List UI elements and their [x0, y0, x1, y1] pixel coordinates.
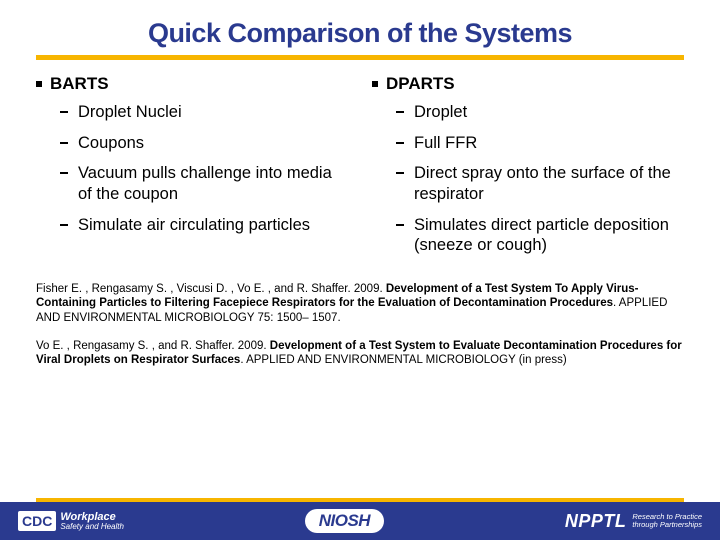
npptl-logo: NPPTL Research to Practice through Partn… [565, 511, 702, 532]
right-item-3: Simulates direct particle deposition (sn… [414, 215, 684, 256]
right-head: DPARTS [372, 74, 684, 94]
right-head-label: DPARTS [386, 74, 455, 94]
dash-icon [396, 172, 404, 174]
list-item: Droplet [396, 102, 684, 123]
right-column: DPARTS Droplet Full FFR Direct spray ont… [372, 74, 684, 266]
list-item: Coupons [60, 133, 348, 154]
list-item: Simulates direct particle deposition (sn… [396, 215, 684, 256]
footer-bar: CDC Workplace Safety and Health NIOSH NP… [0, 502, 720, 540]
cdc-logo: CDC Workplace Safety and Health [18, 511, 124, 531]
workplace-text: Workplace Safety and Health [60, 512, 124, 531]
left-column: BARTS Droplet Nuclei Coupons Vacuum pull… [36, 74, 348, 266]
left-item-1: Coupons [78, 133, 144, 154]
comparison-columns: BARTS Droplet Nuclei Coupons Vacuum pull… [36, 74, 684, 266]
right-item-0: Droplet [414, 102, 467, 123]
right-item-1: Full FFR [414, 133, 477, 154]
list-item: Direct spray onto the surface of the res… [396, 163, 684, 204]
left-item-2: Vacuum pulls challenge into media of the… [78, 163, 348, 204]
workplace-small: Safety and Health [60, 522, 124, 531]
reference-2: Vo E. , Rengasamy S. , and R. Shaffer. 2… [36, 339, 684, 368]
left-item-0: Droplet Nuclei [78, 102, 182, 123]
bullet-icon [36, 81, 42, 87]
npptl-abbr: NPPTL [565, 511, 627, 532]
npptl-sub: Research to Practice through Partnership… [632, 513, 702, 529]
list-item: Full FFR [396, 133, 684, 154]
right-item-2: Direct spray onto the surface of the res… [414, 163, 684, 204]
ref2-tail: . APPLIED AND ENVIRONMENTAL MICROBIOLOGY… [240, 354, 566, 366]
dash-icon [60, 172, 68, 174]
dash-icon [60, 142, 68, 144]
dash-icon [60, 111, 68, 113]
list-item: Droplet Nuclei [60, 102, 348, 123]
left-head-label: BARTS [50, 74, 109, 94]
slide-title: Quick Comparison of the Systems [36, 18, 684, 55]
left-item-3: Simulate air circulating particles [78, 215, 310, 236]
ref1-authors: Fisher E. , Rengasamy S. , Viscusi D. , … [36, 283, 386, 295]
dash-icon [396, 111, 404, 113]
reference-1: Fisher E. , Rengasamy S. , Viscusi D. , … [36, 282, 684, 325]
list-item: Simulate air circulating particles [60, 215, 348, 236]
bullet-icon [372, 81, 378, 87]
npptl-sub2: through Partnerships [632, 520, 702, 529]
left-head: BARTS [36, 74, 348, 94]
slide: Quick Comparison of the Systems BARTS Dr… [0, 0, 720, 540]
dash-icon [396, 224, 404, 226]
ref2-authors: Vo E. , Rengasamy S. , and R. Shaffer. 2… [36, 340, 270, 352]
dash-icon [60, 224, 68, 226]
title-rule [36, 55, 684, 60]
dash-icon [396, 142, 404, 144]
list-item: Vacuum pulls challenge into media of the… [60, 163, 348, 204]
cdc-badge: CDC [18, 511, 56, 531]
niosh-logo: NIOSH [305, 509, 384, 533]
